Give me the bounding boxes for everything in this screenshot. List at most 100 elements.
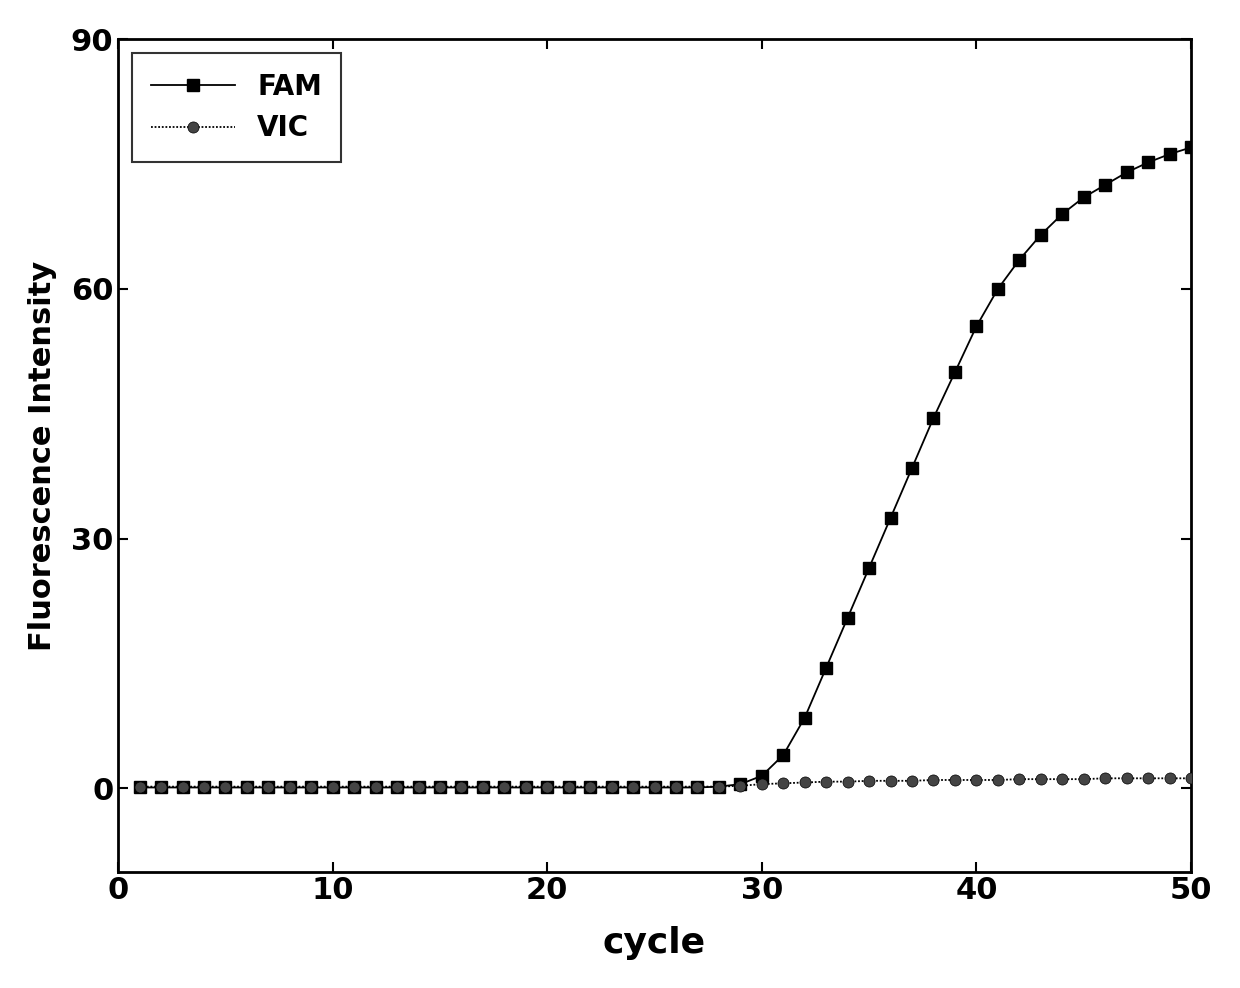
VIC: [862, 775, 877, 786]
VIC: [175, 781, 190, 792]
FAM: [668, 782, 683, 793]
FAM: [304, 782, 319, 793]
FAM: [968, 320, 983, 332]
FAM: [283, 782, 298, 793]
VIC: [841, 776, 856, 787]
VIC: [818, 776, 833, 787]
Y-axis label: Fluorescence Intensity: Fluorescence Intensity: [27, 260, 57, 650]
FAM: [196, 782, 211, 793]
VIC: [475, 781, 490, 792]
FAM: [133, 782, 148, 793]
FAM: [1120, 167, 1135, 179]
FAM: [583, 782, 598, 793]
FAM: [154, 782, 169, 793]
VIC: [412, 781, 427, 792]
Line: VIC: VIC: [134, 773, 1197, 792]
FAM: [389, 782, 404, 793]
VIC: [154, 781, 169, 792]
FAM: [905, 462, 920, 474]
VIC: [905, 775, 920, 786]
VIC: [562, 781, 577, 792]
VIC: [1097, 773, 1112, 784]
VIC: [454, 781, 469, 792]
VIC: [497, 781, 512, 792]
FAM: [1012, 254, 1027, 266]
FAM: [947, 367, 962, 378]
FAM: [497, 782, 512, 793]
VIC: [689, 781, 704, 792]
FAM: [518, 782, 533, 793]
VIC: [733, 780, 748, 791]
FAM: [1141, 156, 1156, 168]
FAM: [818, 662, 833, 674]
VIC: [926, 774, 941, 785]
X-axis label: cycle: cycle: [603, 926, 706, 960]
FAM: [776, 749, 791, 761]
VIC: [991, 774, 1006, 785]
FAM: [1033, 229, 1048, 241]
VIC: [1183, 773, 1198, 784]
FAM: [454, 782, 469, 793]
VIC: [754, 779, 769, 790]
VIC: [133, 781, 148, 792]
FAM: [862, 562, 877, 574]
FAM: [883, 512, 898, 524]
FAM: [475, 782, 490, 793]
VIC: [626, 781, 641, 792]
FAM: [626, 782, 641, 793]
VIC: [539, 781, 554, 792]
VIC: [260, 781, 275, 792]
VIC: [433, 781, 448, 792]
VIC: [1033, 774, 1048, 785]
FAM: [175, 782, 190, 793]
VIC: [776, 778, 791, 789]
FAM: [712, 781, 727, 792]
FAM: [539, 782, 554, 793]
FAM: [991, 283, 1006, 294]
VIC: [797, 777, 812, 788]
FAM: [562, 782, 577, 793]
FAM: [689, 782, 704, 793]
FAM: [1162, 148, 1177, 160]
FAM: [647, 782, 662, 793]
Line: FAM: FAM: [134, 142, 1197, 793]
VIC: [389, 781, 404, 792]
FAM: [1183, 141, 1198, 153]
FAM: [347, 782, 362, 793]
VIC: [196, 781, 211, 792]
VIC: [1012, 774, 1027, 785]
VIC: [368, 781, 383, 792]
FAM: [260, 782, 275, 793]
VIC: [1055, 774, 1070, 785]
FAM: [368, 782, 383, 793]
FAM: [412, 782, 427, 793]
VIC: [712, 781, 727, 792]
VIC: [1076, 774, 1091, 785]
VIC: [1141, 773, 1156, 784]
VIC: [518, 781, 533, 792]
FAM: [841, 612, 856, 623]
VIC: [283, 781, 298, 792]
VIC: [604, 781, 619, 792]
VIC: [325, 781, 340, 792]
Legend: FAM, VIC: FAM, VIC: [131, 53, 341, 162]
FAM: [797, 711, 812, 723]
FAM: [733, 779, 748, 790]
VIC: [1120, 773, 1135, 784]
FAM: [1055, 208, 1070, 220]
VIC: [583, 781, 598, 792]
FAM: [325, 782, 340, 793]
VIC: [883, 775, 898, 786]
VIC: [947, 774, 962, 785]
FAM: [754, 770, 769, 782]
FAM: [218, 782, 233, 793]
FAM: [433, 782, 448, 793]
VIC: [968, 774, 983, 785]
VIC: [347, 781, 362, 792]
FAM: [1097, 179, 1112, 191]
FAM: [1076, 192, 1091, 204]
VIC: [239, 781, 254, 792]
VIC: [668, 781, 683, 792]
VIC: [218, 781, 233, 792]
VIC: [647, 781, 662, 792]
